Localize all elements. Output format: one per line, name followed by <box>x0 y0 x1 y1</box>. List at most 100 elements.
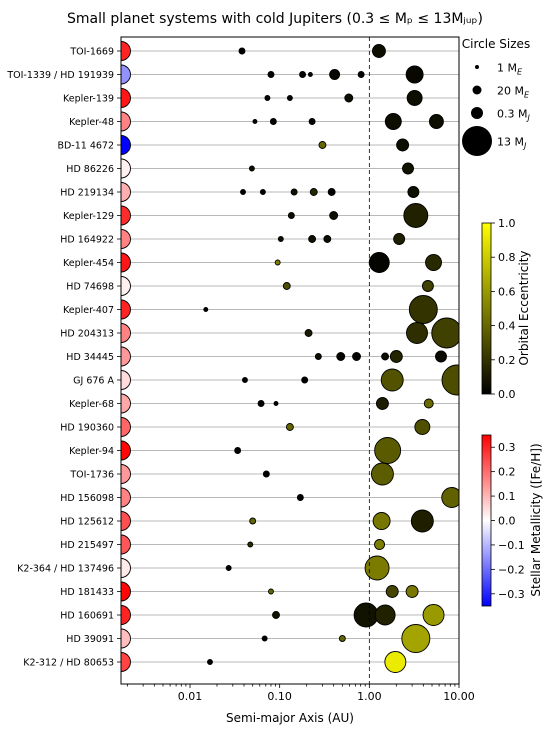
planet-marker <box>282 282 291 290</box>
planet-marker <box>285 423 294 431</box>
host-star <box>121 464 131 484</box>
host-star <box>121 581 131 602</box>
eccentricity-colorbar-label: Orbital Eccentricity <box>517 250 531 365</box>
metallicity-tick-label: 0.2 <box>498 466 516 479</box>
planet-marker <box>238 47 246 55</box>
planet-marker <box>352 352 361 361</box>
system-label: Kepler-94 <box>69 446 114 457</box>
planet-marker <box>374 604 396 626</box>
system-label: K2-312 / HD 80653 <box>23 658 114 669</box>
planet-marker <box>374 539 386 550</box>
planet-marker <box>384 651 407 673</box>
planet-marker <box>252 119 258 124</box>
planet-marker <box>268 588 274 595</box>
system-label: HD 215497 <box>60 540 114 551</box>
size-legend-marker <box>472 85 482 95</box>
planet-marker <box>308 118 316 125</box>
planet-marker <box>203 307 209 312</box>
planet-marker <box>406 90 423 106</box>
planet-marker <box>277 236 284 242</box>
size-legend-marker <box>462 126 492 156</box>
planet-marker <box>431 317 459 349</box>
planet-marker <box>257 400 265 407</box>
planet-marker <box>304 329 313 337</box>
planet-marker <box>207 659 213 665</box>
host-star <box>121 229 131 249</box>
planet-marker <box>286 95 293 101</box>
planet-marker <box>272 611 280 619</box>
system-label: Kepler-68 <box>69 399 114 410</box>
x-axis: 0.01 0.10 1.00 10.00 <box>126 684 475 703</box>
planet-marker <box>371 44 386 58</box>
planet-marker <box>425 254 442 271</box>
system-label: HD 204313 <box>60 329 114 340</box>
planet-marker <box>408 295 438 324</box>
eccentricity-tick-label: 0.2 <box>498 354 516 367</box>
metallicity-tick-label: −0.3 <box>498 588 525 601</box>
metallicity-colorbar-label: Stellar Metallicity ([Fe/H]) <box>529 443 543 596</box>
host-star <box>121 370 131 390</box>
size-legend-marker <box>475 65 479 69</box>
metallicity-tick-label: 0.0 <box>498 515 516 528</box>
planet-marker <box>428 114 444 129</box>
planet-marker <box>410 509 434 533</box>
metallicity-tick-label: −0.2 <box>498 563 525 576</box>
planet-marker <box>336 352 346 361</box>
planet-marker <box>385 585 399 598</box>
planet-marker <box>344 93 354 103</box>
system-label: HD 39091 <box>66 634 114 645</box>
planet-marker <box>309 188 318 196</box>
chart-title: Small planet systems with cold Jupiters … <box>67 11 483 27</box>
planet-marker <box>435 350 447 363</box>
eccentricity-colorbar-bar <box>481 222 492 395</box>
size-legend-title: Circle Sizes <box>462 37 530 51</box>
host-star <box>121 346 131 367</box>
host-star <box>121 182 131 202</box>
planet-marker <box>384 113 402 130</box>
system-label: HD 125612 <box>60 517 114 528</box>
system-label: TOI-1339 / HD 191939 <box>6 70 114 81</box>
host-star <box>121 64 131 85</box>
planet-marker <box>422 604 445 626</box>
planet-marker <box>240 189 246 195</box>
host-star <box>121 511 131 531</box>
x-tick-label: 0.10 <box>267 690 292 703</box>
planet-marker <box>248 165 255 172</box>
planet-marker <box>374 437 402 464</box>
planet-marker <box>393 233 406 245</box>
planet-marker <box>403 203 429 228</box>
planet-marker <box>249 517 257 525</box>
planet-marker <box>406 322 428 344</box>
system-label: HD 190360 <box>60 423 114 434</box>
system-label: HD 160691 <box>60 611 114 622</box>
eccentricity-tick-label: 1.0 <box>498 217 516 230</box>
planet-marker <box>368 252 390 273</box>
system-label: GJ 676 A <box>73 376 114 387</box>
planet-marker <box>380 368 404 392</box>
size-legend-marker <box>471 107 483 119</box>
planet-marker <box>375 397 389 410</box>
x-axis-label: Semi-major Axis (AU) <box>226 711 354 725</box>
planet-marker <box>357 71 365 78</box>
host-star <box>121 252 131 273</box>
system-label: Kepler-129 <box>63 211 114 222</box>
system-labels: TOI-1669 TOI-1339 / HD 191939 Kepler-139 Ke… <box>6 47 121 669</box>
planet-marker <box>296 494 304 501</box>
planet-marker <box>421 280 434 292</box>
system-label: HD 86226 <box>66 164 114 175</box>
planet-marker <box>262 470 270 478</box>
planet-marker <box>259 189 266 195</box>
planet-marker <box>396 138 410 152</box>
planet-marker <box>405 65 424 84</box>
planet-marker <box>318 141 327 149</box>
planet-marker <box>441 487 459 508</box>
planet-marker <box>314 353 322 360</box>
planet-marker <box>407 186 420 198</box>
host-star <box>121 276 131 296</box>
planet-marker <box>267 71 275 78</box>
system-label: Kepler-48 <box>69 117 114 128</box>
system-label: HD 181433 <box>60 587 114 598</box>
planet-marker <box>405 585 419 598</box>
planet-marker <box>225 565 232 571</box>
planet-marker <box>241 377 248 383</box>
